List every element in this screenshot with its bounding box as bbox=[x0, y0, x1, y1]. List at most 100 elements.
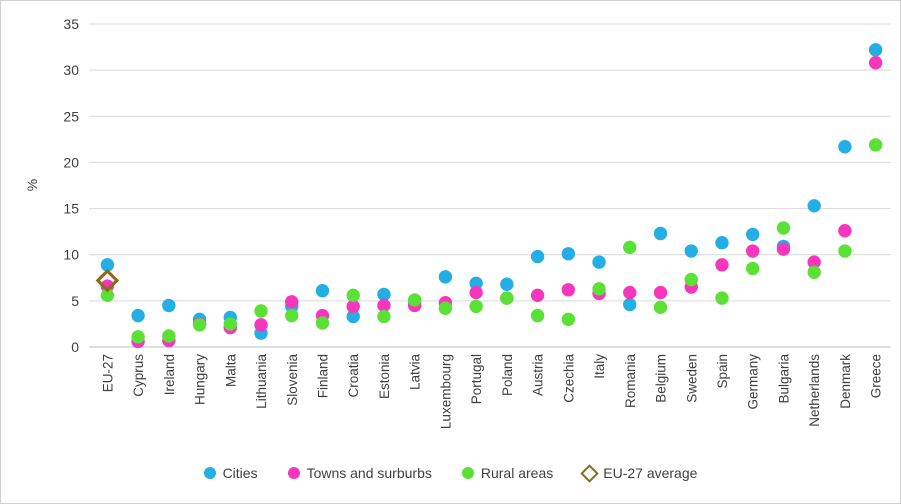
y-tick-label: 15 bbox=[63, 201, 79, 217]
y-tick-label: 30 bbox=[63, 62, 79, 78]
data-point-rural-areas bbox=[192, 318, 207, 332]
legend-item-rural-areas: Rural areas bbox=[461, 465, 553, 481]
data-point-cities bbox=[561, 247, 576, 261]
x-axis-label: Latvia bbox=[408, 354, 423, 391]
legend-item-cities: Cities bbox=[203, 465, 258, 481]
data-point-cities bbox=[131, 308, 145, 323]
data-point-rural-areas bbox=[715, 291, 729, 305]
x-axis-label: Sweden bbox=[684, 354, 699, 403]
data-point-rural-areas bbox=[100, 288, 115, 303]
y-axis-title: % bbox=[24, 179, 40, 191]
dot-icon bbox=[461, 467, 474, 479]
data-point-cities bbox=[530, 249, 545, 264]
data-point-towns-and-surburbs bbox=[868, 56, 883, 70]
data-point-rural-areas bbox=[623, 240, 637, 255]
x-axis-label: Finland bbox=[315, 354, 330, 398]
data-point-towns-and-surburbs bbox=[807, 255, 821, 269]
data-point-towns-and-surburbs bbox=[285, 295, 299, 309]
data-point-rural-areas bbox=[838, 244, 852, 258]
data-point-rural-areas bbox=[315, 316, 330, 330]
data-point-rural-areas bbox=[131, 330, 145, 344]
data-point-rural-areas bbox=[653, 300, 668, 315]
data-point-rural-areas bbox=[346, 288, 360, 303]
data-point-rural-areas bbox=[868, 138, 883, 152]
data-point-rural-areas bbox=[807, 265, 821, 279]
x-axis-label: Estonia bbox=[377, 354, 392, 400]
x-axis-label: Netherlands bbox=[807, 354, 822, 427]
y-tick-label: 0 bbox=[71, 339, 79, 355]
x-axis-label: Romania bbox=[623, 354, 638, 409]
x-axis-label: EU-27 bbox=[100, 354, 115, 392]
dot-icon bbox=[203, 467, 216, 479]
x-axis-label: Czechia bbox=[561, 354, 576, 403]
y-tick-label: 35 bbox=[63, 16, 79, 32]
data-point-towns-and-surburbs bbox=[715, 258, 729, 272]
data-point-rural-areas bbox=[254, 304, 268, 318]
data-point-towns-and-surburbs bbox=[561, 283, 576, 297]
data-point-cities bbox=[469, 276, 483, 291]
data-point-cities bbox=[500, 277, 514, 291]
data-point-cities bbox=[592, 255, 606, 269]
data-point-towns-and-surburbs bbox=[530, 288, 545, 303]
data-point-rural-areas bbox=[500, 291, 514, 305]
data-point-cities bbox=[438, 270, 453, 284]
data-point-rural-areas bbox=[407, 293, 422, 307]
x-axis-label: Croatia bbox=[346, 354, 361, 398]
scatter-chart: 0 5 10 15 20 25 30 35% EU-27 Cyprus Ireland Hungary… bbox=[24, 16, 891, 429]
data-point-rural-areas bbox=[469, 299, 483, 314]
legend-label: Towns and surburbs bbox=[306, 465, 432, 481]
data-point-cities bbox=[623, 297, 637, 312]
dot-icon bbox=[287, 467, 300, 479]
data-point-rural-areas bbox=[684, 272, 698, 287]
y-tick-label: 10 bbox=[63, 247, 79, 263]
data-point-rural-areas bbox=[530, 308, 545, 323]
data-point-towns-and-surburbs bbox=[838, 224, 852, 238]
data-point-cities bbox=[715, 236, 729, 250]
legend-item-towns-and-surburbs: Towns and surburbs bbox=[287, 465, 432, 481]
legend-label: Cities bbox=[222, 465, 258, 481]
x-axis-label: Luxembourg bbox=[438, 354, 453, 429]
y-tick-label: 25 bbox=[63, 108, 79, 124]
y-tick-label: 5 bbox=[71, 293, 79, 309]
data-point-cities bbox=[684, 244, 698, 258]
data-point-towns-and-surburbs bbox=[254, 318, 268, 332]
x-axis-label: Lithuania bbox=[254, 354, 269, 409]
data-point-eu-27-average bbox=[95, 268, 120, 293]
legend-label: EU-27 average bbox=[603, 465, 698, 481]
x-axis-label: Portugal bbox=[469, 354, 484, 404]
data-point-rural-areas bbox=[285, 308, 299, 323]
data-point-rural-areas bbox=[377, 309, 391, 324]
data-point-towns-and-surburbs bbox=[746, 244, 760, 258]
x-axis-label: Germany bbox=[746, 354, 761, 410]
x-axis-label: Malta bbox=[223, 354, 238, 388]
data-point-towns-and-surburbs bbox=[653, 285, 668, 300]
data-point-rural-areas bbox=[746, 261, 760, 276]
data-point-towns-and-surburbs bbox=[346, 299, 360, 314]
data-point-cities bbox=[377, 287, 391, 302]
data-point-cities bbox=[346, 309, 360, 324]
x-axis-label: Austria bbox=[531, 354, 546, 397]
x-axis-label: Cyprus bbox=[131, 354, 146, 397]
data-point-cities bbox=[807, 199, 821, 213]
data-point-cities bbox=[162, 298, 176, 313]
x-axis-label: Italy bbox=[592, 354, 607, 379]
x-axis-label: Poland bbox=[500, 354, 515, 396]
data-point-cities bbox=[838, 140, 852, 154]
data-point-rural-areas bbox=[776, 221, 791, 235]
data-point-cities bbox=[315, 284, 330, 298]
data-point-cities bbox=[868, 43, 883, 57]
data-point-cities bbox=[746, 227, 760, 242]
x-axis-label: Belgium bbox=[654, 354, 669, 403]
data-point-cities bbox=[100, 258, 115, 272]
x-axis-label: Greece bbox=[869, 354, 884, 398]
data-point-towns-and-surburbs bbox=[100, 279, 115, 293]
data-point-rural-areas bbox=[162, 329, 176, 343]
data-point-rural-areas bbox=[438, 301, 453, 315]
chart-legend: Cities Towns and surburbs Rural areas EU-27… bbox=[1, 449, 900, 497]
data-point-rural-areas bbox=[223, 317, 237, 331]
legend-item-eu-27-average: EU-27 average bbox=[580, 463, 698, 483]
x-axis-label: Denmark bbox=[838, 354, 853, 409]
y-tick-label: 20 bbox=[63, 154, 79, 170]
diamond-outline-icon bbox=[580, 463, 599, 483]
